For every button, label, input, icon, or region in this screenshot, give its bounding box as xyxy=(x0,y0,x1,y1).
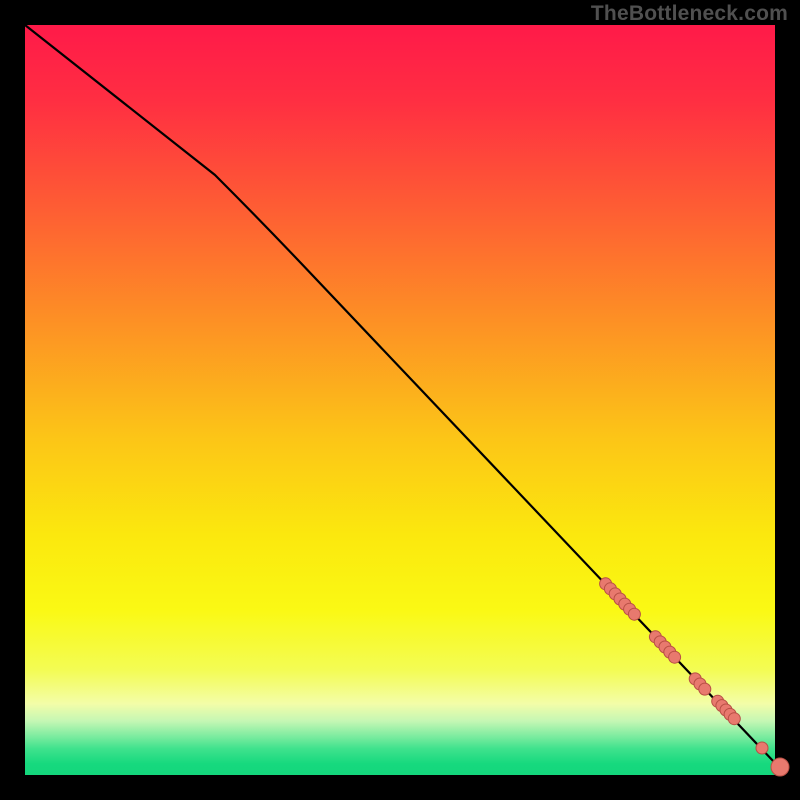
data-marker xyxy=(771,758,789,776)
plot-background xyxy=(25,25,775,775)
watermark-text: TheBottleneck.com xyxy=(591,2,788,26)
data-marker xyxy=(669,651,681,663)
data-marker xyxy=(699,683,711,695)
data-marker xyxy=(756,742,768,754)
data-marker xyxy=(728,713,740,725)
chart-plot xyxy=(0,0,800,800)
data-marker xyxy=(628,608,640,620)
